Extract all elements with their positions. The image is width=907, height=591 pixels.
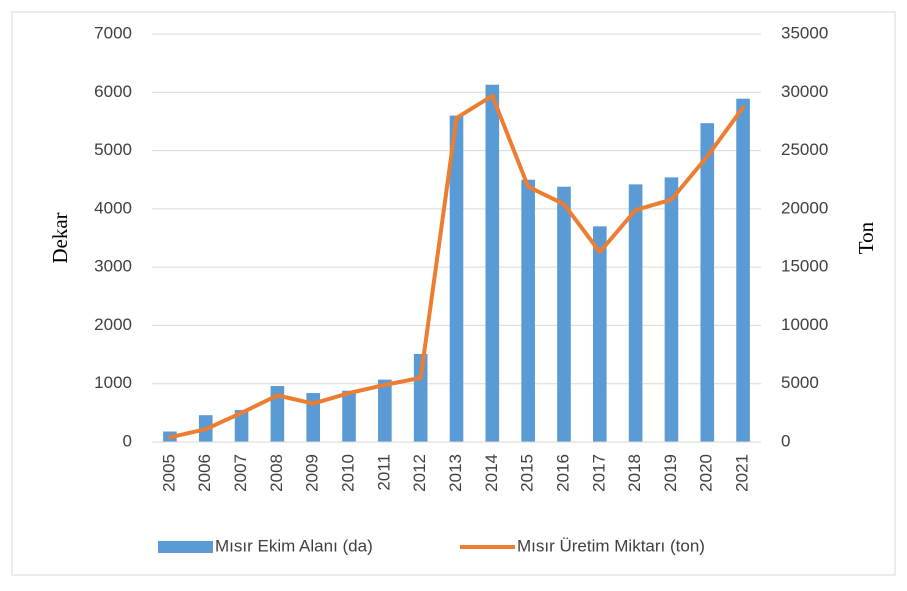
y2-tick-label: 25000: [781, 140, 828, 159]
x-tick-label: 2009: [303, 454, 322, 492]
y2-tick-label: 5000: [781, 373, 819, 392]
legend-label: Mısır Üretim Miktarı (ton): [517, 536, 705, 555]
y-tick-label: 6000: [94, 82, 132, 101]
y2-tick-label: 20000: [781, 198, 828, 217]
y-tick-label: 2000: [94, 315, 132, 334]
x-tick-label: 2020: [697, 454, 716, 492]
y-axis-title: Dekar: [48, 212, 72, 263]
bar: [378, 379, 392, 442]
x-tick-label: 2006: [195, 454, 214, 492]
bar: [449, 115, 464, 442]
x-tick-label: 2005: [159, 454, 178, 492]
legend-label: Mısır Ekim Alanı (da): [215, 536, 373, 555]
bar: [342, 390, 356, 442]
bar: [736, 98, 750, 442]
bar: [664, 177, 679, 442]
bar: [270, 386, 285, 442]
x-tick-label: 2019: [661, 454, 680, 492]
y-tick-label: 4000: [94, 198, 132, 217]
x-tick-label: 2010: [339, 454, 358, 492]
y-tick-label: 5000: [94, 140, 132, 159]
y2-tick-label: 30000: [781, 82, 828, 101]
x-tick-label: 2021: [733, 454, 752, 492]
y-tick-label: 1000: [94, 373, 132, 392]
x-tick-label: 2011: [374, 454, 393, 491]
bar: [306, 393, 321, 442]
x-tick-label: 2012: [410, 454, 429, 492]
y2-tick-label: 0: [781, 431, 790, 450]
x-tick-label: 2018: [625, 454, 644, 492]
bar: [485, 84, 500, 443]
y2-tick-label: 10000: [781, 315, 828, 334]
x-tick-label: 2014: [482, 454, 501, 492]
bar: [413, 353, 428, 442]
x-tick-label: 2007: [231, 454, 250, 492]
bar: [557, 186, 571, 442]
y2-axis-title: Ton: [854, 221, 878, 254]
x-tick-label: 2016: [553, 454, 572, 492]
x-tick-label: 2017: [589, 454, 608, 492]
legend-swatch: [158, 541, 213, 553]
y-tick-label: 7000: [94, 23, 132, 42]
x-tick-label: 2015: [518, 454, 537, 492]
y-tick-label: 3000: [94, 257, 132, 276]
bar: [628, 184, 643, 442]
x-tick-label: 2013: [446, 454, 465, 492]
bar: [234, 409, 249, 442]
y2-tick-label: 15000: [781, 257, 828, 276]
bar: [700, 123, 715, 443]
y-tick-label: 0: [123, 431, 132, 450]
x-tick-label: 2008: [267, 454, 286, 492]
line-series: [167, 93, 746, 440]
y2-tick-label: 35000: [781, 23, 828, 42]
bar: [521, 179, 535, 442]
bar: [592, 226, 607, 442]
